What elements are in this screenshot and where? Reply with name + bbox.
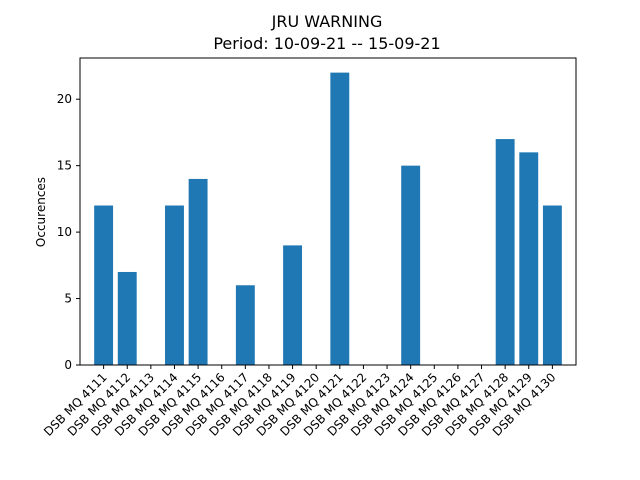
- y-axis-label: Occurences: [34, 177, 48, 247]
- y-tick-label: 15: [57, 159, 72, 173]
- bar-dsb-mq-4128: [495, 139, 515, 365]
- bar-dsb-mq-4130: [542, 205, 562, 365]
- chart-subtitle: Period: 10-09-21 -- 15-09-21: [213, 34, 440, 53]
- bar-dsb-mq-4117: [235, 285, 255, 365]
- y-tick-label: 0: [64, 358, 72, 372]
- bar-dsb-mq-4119: [283, 245, 303, 365]
- y-tick-label: 20: [57, 92, 72, 106]
- plot-frame: [79, 57, 577, 366]
- y-tick-label: 5: [64, 292, 72, 306]
- bar-dsb-mq-4124: [401, 165, 421, 365]
- bar-dsb-mq-4114: [165, 205, 184, 365]
- bar-dsb-mq-4129: [519, 152, 539, 365]
- bar-dsb-mq-4112: [117, 271, 137, 365]
- bar-dsb-mq-4121: [330, 72, 350, 366]
- chart-title: JRU WARNING: [271, 12, 383, 31]
- bars-group: [94, 72, 562, 366]
- y-tick-label: 10: [57, 225, 72, 239]
- bar-dsb-mq-4115: [188, 178, 208, 365]
- bar-dsb-mq-4111: [94, 205, 114, 365]
